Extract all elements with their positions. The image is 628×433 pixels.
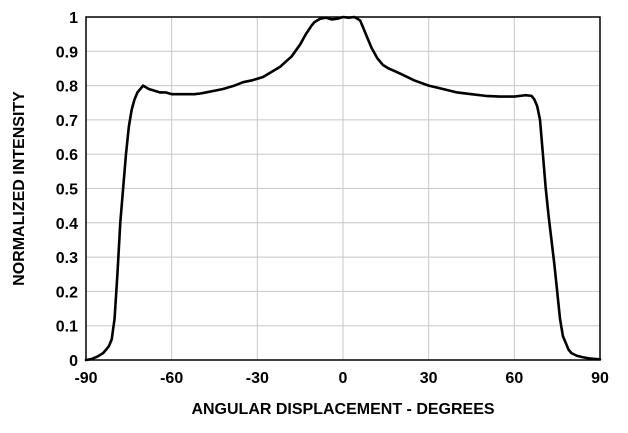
y-tick-label: 0.4 xyxy=(56,216,78,233)
x-tick-label: 0 xyxy=(339,370,348,387)
y-tick-label: 1 xyxy=(69,10,78,27)
x-tick-label: -60 xyxy=(160,370,183,387)
y-tick-label: 0.1 xyxy=(56,319,78,336)
x-tick-label: 90 xyxy=(591,370,609,387)
series-layer xyxy=(84,15,602,362)
y-axis-tick-labels: 0 0.1 0.2 0.3 0.4 0.5 0.6 0.7 0.8 0.9 1 xyxy=(56,10,78,370)
x-tick-label: -90 xyxy=(74,370,97,387)
x-tick-label: 30 xyxy=(420,370,438,387)
series-line xyxy=(84,15,602,362)
grid xyxy=(86,17,600,360)
y-tick-label: 0.9 xyxy=(56,44,78,61)
y-tick-label: 0.7 xyxy=(56,113,78,130)
x-axis-title: ANGULAR DISPLACEMENT - DEGREES xyxy=(191,401,494,418)
y-tick-label: 0.8 xyxy=(56,79,78,96)
x-tick-label: -30 xyxy=(246,370,269,387)
x-axis-tick-labels: -90 -60 -30 0 30 60 90 xyxy=(74,370,609,387)
x-tick-label: 60 xyxy=(505,370,523,387)
y-tick-label: 0.5 xyxy=(56,182,78,199)
y-tick-label: 0 xyxy=(69,353,78,370)
y-axis-title: NORMALIZED INTENSITY xyxy=(11,91,28,286)
y-tick-label: 0.6 xyxy=(56,147,78,164)
y-tick-label: 0.2 xyxy=(56,284,78,301)
y-tick-label: 0.3 xyxy=(56,250,78,267)
